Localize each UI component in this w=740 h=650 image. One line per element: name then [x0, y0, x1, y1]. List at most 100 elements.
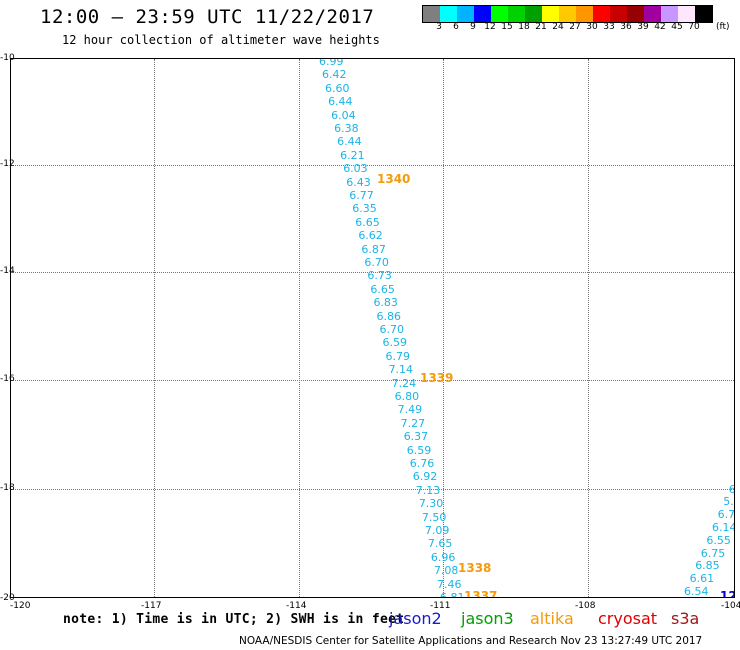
wave-height-point: 6.70: [379, 323, 405, 336]
units-note: note: 1) Time is in UTC; 2) SWH is in fe…: [63, 612, 405, 627]
color-swatch: [661, 6, 678, 22]
color-scale-label: 33: [603, 22, 615, 32]
longitude-tick-label: -120: [10, 601, 31, 611]
wave-height-point: 6.79: [385, 349, 411, 363]
track-number-label: 121: [720, 589, 734, 598]
wave-height-point: 7.50: [421, 510, 447, 524]
color-swatch: [457, 6, 474, 22]
color-scale-label: 30: [586, 22, 598, 32]
wave-height-point: 6.42: [322, 68, 347, 82]
map-subtitle: 12 hour collection of altimeter wave hei…: [62, 33, 380, 47]
wave-height-point: 6.60: [325, 81, 350, 95]
color-scale-label: 45: [671, 22, 683, 32]
wave-height-point: 6.37: [403, 430, 429, 444]
footer-credit: NOAA/NESDIS Center for Satellite Applica…: [239, 635, 703, 647]
wave-height-point: 6.73: [367, 269, 392, 283]
color-swatch: [678, 6, 695, 22]
color-swatch: [559, 6, 576, 22]
wave-height-point: 5.88: [723, 495, 734, 509]
longitude-tick-label: -104: [721, 601, 740, 611]
latitude-gridline: [11, 489, 734, 490]
latitude-gridline: [11, 272, 734, 273]
color-scale-label: 12: [484, 22, 496, 32]
legend-item-altika: altika: [530, 609, 574, 628]
latitude-gridline: [11, 165, 734, 166]
color-scale-label: 21: [535, 22, 547, 32]
wave-height-point: 6.75: [700, 546, 726, 560]
wave-height-point: 6.92: [412, 470, 438, 484]
wave-height-point: 6.96: [430, 550, 456, 564]
map-title: 12:00 – 23:59 UTC 11/22/2017: [40, 6, 375, 28]
wave-height-point: 7.30: [418, 497, 444, 511]
track-number-label: 1337: [464, 589, 498, 598]
latitude-tick-label: -14: [0, 266, 15, 276]
legend-item-cryosat: cryosat: [598, 609, 658, 628]
wave-height-point: 6.43: [346, 175, 371, 189]
wave-height-point: 6.44: [328, 95, 353, 109]
wave-height-point: 6.77: [349, 189, 374, 202]
wave-height-point: 7.46: [734, 471, 735, 482]
wave-height-point: 6.76: [409, 457, 435, 470]
color-swatch: [644, 6, 661, 22]
track-number-label: 1340: [377, 172, 411, 186]
wave-height-point: 6.86: [376, 309, 401, 323]
wave-height-point: 6.59: [382, 336, 408, 350]
wave-height-point: 7.24: [391, 376, 417, 390]
wave-height-point: 6.38: [334, 122, 359, 135]
latitude-tick-label: -16: [0, 374, 15, 384]
color-scale-label: 18: [518, 22, 530, 32]
color-swatch: [474, 6, 491, 22]
color-scale-label: 3: [436, 22, 442, 32]
wave-height-point: 7.08: [433, 564, 459, 578]
color-scale-label: 70: [688, 22, 700, 32]
wave-height-point: 6.81: [440, 591, 465, 598]
color-scale-label: 42: [654, 22, 666, 32]
color-swatch: [440, 6, 457, 22]
wave-height-point: 7.13: [415, 483, 441, 497]
color-scale-label: 27: [569, 22, 581, 32]
color-swatch: [508, 6, 525, 22]
wave-height-point: 7.27: [400, 416, 426, 430]
wave-height-point: 6.75: [717, 508, 735, 522]
legend-item-s3a: s3a: [671, 609, 700, 628]
longitude-gridline: [154, 59, 155, 597]
color-swatch: [576, 6, 593, 22]
color-scale-label: 24: [552, 22, 564, 32]
latitude-tick-label: -18: [0, 483, 15, 493]
color-scale-label: 6: [453, 22, 459, 32]
wave-height-point: 7.09: [424, 524, 450, 537]
wave-height-point: 6.54: [684, 585, 709, 598]
wave-height-point: 6.83: [373, 296, 398, 310]
longitude-gridline: [588, 59, 589, 597]
color-swatch: [525, 6, 542, 22]
wave-height-point: 6.19: [729, 484, 734, 495]
wave-height-point: 6.61: [689, 572, 715, 586]
wave-height-point: 6.80: [394, 390, 420, 403]
color-swatch: [542, 6, 559, 22]
latitude-tick-label: -12: [0, 159, 15, 169]
wave-height-point: 6.65: [355, 215, 380, 229]
legend-item-jason2: jason2: [389, 609, 442, 628]
wave-height-point: 6.59: [406, 443, 432, 457]
longitude-tick-label: -114: [286, 601, 307, 611]
wave-height-point: 7.14: [388, 363, 414, 377]
wave-height-point: 6.87: [361, 242, 386, 256]
color-scale-label: 9: [470, 22, 476, 32]
color-scale-label: 39: [637, 22, 649, 32]
legend-item-jason3: jason3: [461, 609, 514, 628]
longitude-tick-label: -108: [575, 601, 596, 611]
color-swatch: [423, 6, 440, 22]
color-swatch: [695, 6, 712, 22]
wave-height-point: 6.03: [343, 162, 368, 176]
track-number-label: 1339: [420, 371, 454, 385]
wave-height-point: 6.85: [695, 559, 720, 573]
color-scale-bar: [422, 5, 713, 23]
longitude-gridline: [299, 59, 300, 597]
color-scale-unit: (ft): [716, 22, 730, 32]
wave-height-point: 7.65: [427, 537, 453, 551]
wave-height-point: 6.04: [331, 108, 356, 122]
longitude-gridline: [443, 59, 444, 597]
longitude-tick-label: -117: [141, 601, 162, 611]
wave-height-point: 6.55: [706, 533, 731, 547]
color-swatch: [593, 6, 610, 22]
